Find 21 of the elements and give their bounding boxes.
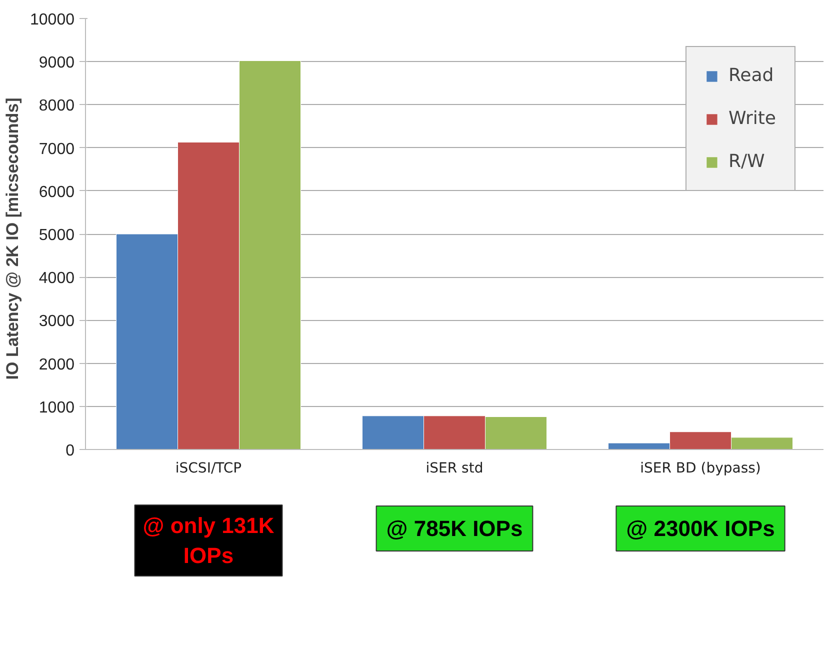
y-tick-label: 5000	[38, 227, 75, 244]
y-tick-label: 3000	[38, 313, 75, 330]
y-tick-label: 7000	[38, 140, 75, 158]
x-tick-label: iSER std	[426, 460, 484, 476]
legend-label: Read	[728, 65, 774, 86]
legend-label: R/W	[728, 151, 765, 172]
x-tick-label: iSCSI/TCP	[175, 460, 242, 476]
y-tick-label: 10000	[30, 12, 75, 28]
y-axis-title: IO Latency @ 2K IO [micsecounds]	[3, 98, 22, 380]
y-tick-label: 8000	[38, 98, 75, 115]
y-tick-label: 1000	[38, 399, 75, 416]
y-tick-label: 4000	[38, 270, 75, 288]
x-tick-label: iSER BD (bypass)	[640, 460, 761, 476]
text: @ 785K IOPs	[386, 516, 523, 541]
text: @ 2300K IOPs	[626, 516, 775, 541]
y-tick-label: 6000	[38, 184, 75, 201]
legend-label: Write	[728, 108, 776, 129]
y-tick-label: 9000	[38, 54, 75, 72]
y-tick-label: 0	[66, 442, 75, 460]
text: @ only 131K IOPs	[142, 513, 274, 568]
y-tick-label: 2000	[38, 356, 75, 374]
